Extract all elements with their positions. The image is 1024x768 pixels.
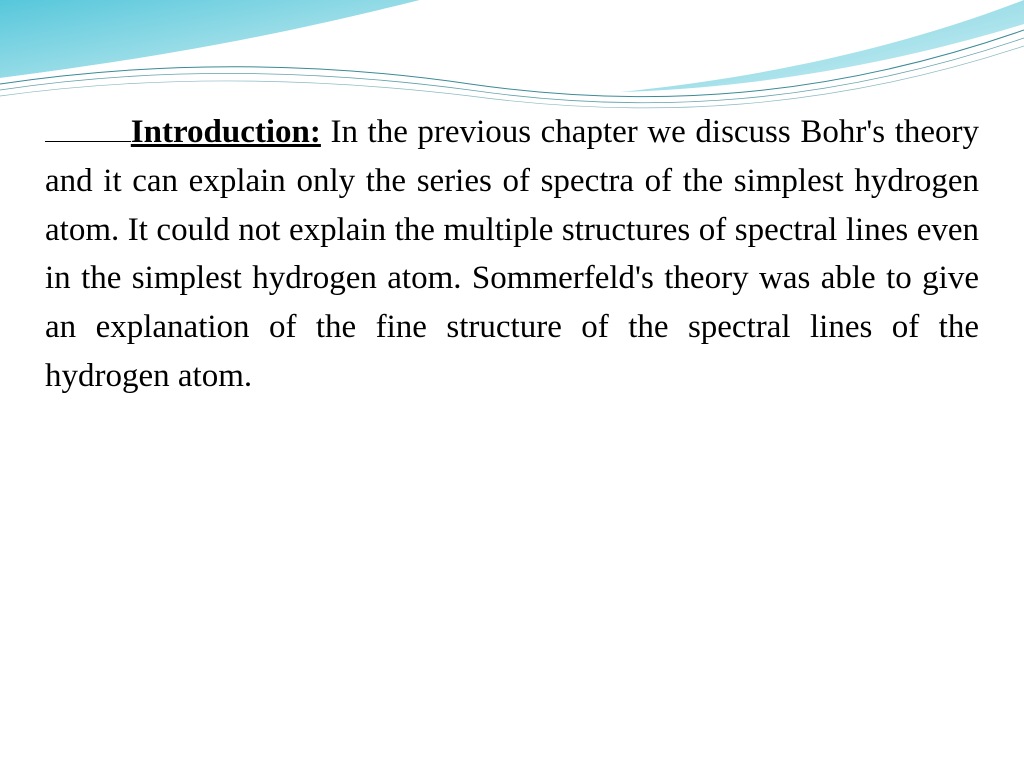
slide-body: Introduction: In the previous chapter we… (45, 108, 979, 401)
section-heading: Introduction: (131, 114, 321, 150)
body-text: In the previous chapter we discuss Bohr'… (45, 114, 979, 394)
indent-underline (45, 141, 131, 142)
